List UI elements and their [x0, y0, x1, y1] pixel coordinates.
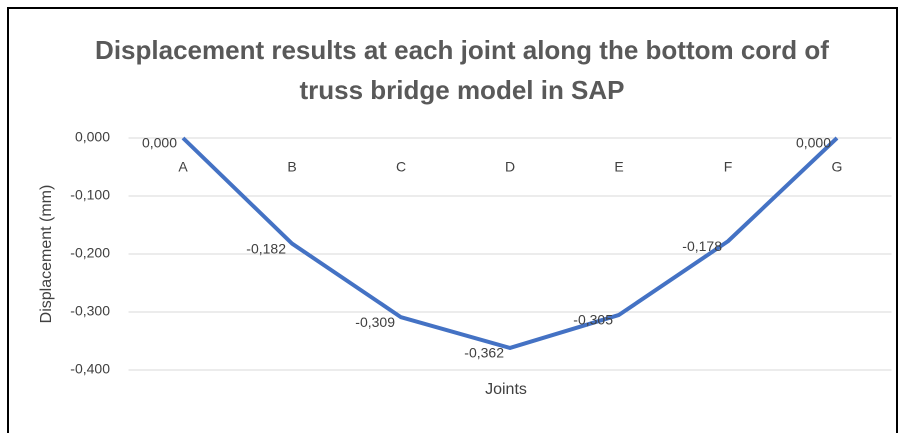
x-tick-label: D: [505, 159, 515, 175]
y-tick-label: -0,100: [70, 187, 110, 203]
x-tick-label: B: [287, 159, 296, 175]
data-label: -0,178: [682, 238, 722, 254]
data-label: 0,000: [142, 135, 177, 151]
x-axis-title: Joints: [485, 381, 527, 398]
y-tick-label: -0,200: [70, 245, 110, 261]
chart-border: [7, 7, 898, 433]
data-label: -0,309: [355, 314, 395, 330]
x-tick-label: G: [832, 159, 843, 175]
chart-title: Displacement results at each joint along…: [95, 35, 829, 105]
x-tick-label: F: [724, 159, 733, 175]
y-tick-label: 0,000: [75, 129, 110, 145]
x-tick-label: A: [178, 159, 188, 175]
data-label: -0,362: [464, 345, 504, 361]
x-tick-label: E: [614, 159, 623, 175]
data-line: [181, 136, 839, 350]
x-tick-label: C: [396, 159, 406, 175]
data-label: -0,182: [246, 240, 286, 256]
y-tick-label: -0,400: [70, 361, 110, 377]
y-axis-title: Displacement (mm): [38, 185, 55, 324]
data-label: -0,305: [573, 312, 613, 328]
y-tick-label: -0,300: [70, 303, 110, 319]
data-label: 0,000: [796, 135, 831, 151]
